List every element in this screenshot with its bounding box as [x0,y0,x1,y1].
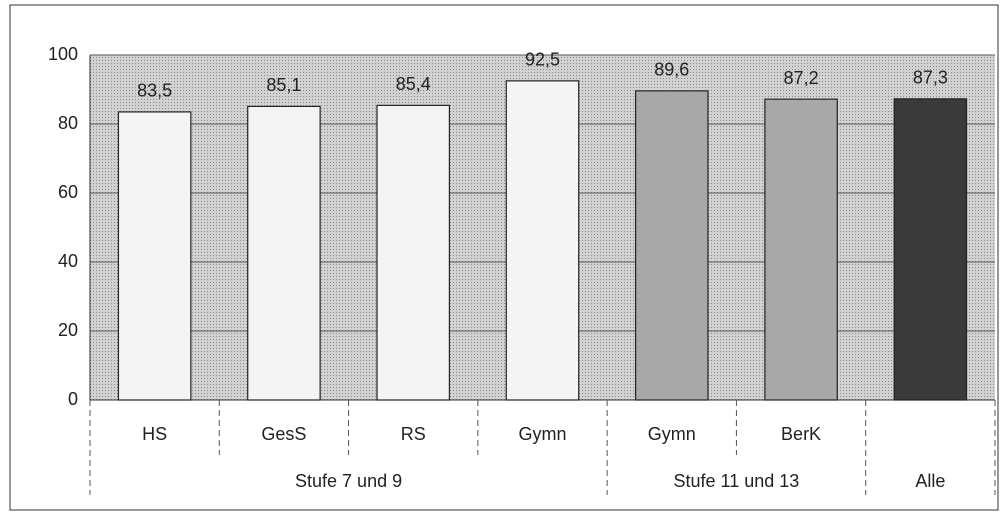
y-tick-label: 40 [58,251,78,271]
x-tick-label: Gymn [648,424,696,444]
group-label: Stufe 11 und 13 [674,471,800,491]
value-label: 85,4 [396,74,431,94]
bar [634,90,709,401]
value-label: 83,5 [137,81,172,101]
group-label: Stufe 7 und 9 [295,471,402,491]
value-label: 87,2 [784,68,819,88]
group-label: Alle [915,471,945,491]
value-label: 87,3 [913,68,948,88]
bar [247,105,321,401]
x-tick-label: HS [142,424,167,444]
x-tick-label: BerK [781,424,821,444]
bar [764,98,838,401]
bar [505,80,580,401]
x-tick-label: RS [401,424,426,444]
bar [376,104,451,401]
bar [893,98,968,401]
value-label: 89,6 [654,60,689,80]
x-tick-label: GesS [261,424,306,444]
value-label: 85,1 [266,75,301,95]
bar [117,111,192,401]
y-tick-label: 80 [58,113,78,133]
y-tick-label: 0 [68,389,78,409]
y-tick-label: 60 [58,182,78,202]
x-tick-label: Gymn [518,424,566,444]
value-label: 92,5 [525,50,560,70]
y-tick-label: 20 [58,320,78,340]
y-tick-label: 100 [48,44,78,64]
